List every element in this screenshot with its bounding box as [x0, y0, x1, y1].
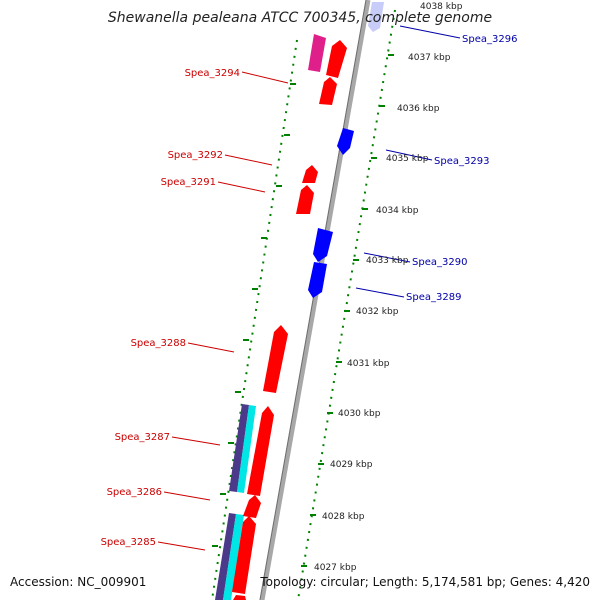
- gene-spea-3294-b[interactable]: [319, 77, 337, 105]
- outer-major-ticks: [301, 54, 394, 567]
- scale-label: 4035 kbp: [386, 154, 429, 164]
- forward-label-pointers: [157, 71, 289, 551]
- gene-spea-3288[interactable]: [263, 325, 288, 393]
- genome-backbone-shadow: [259, 0, 367, 601]
- gene-spea-3293[interactable]: [337, 128, 354, 155]
- feature-cyan-1: [237, 405, 256, 493]
- gene-label-spea-3292[interactable]: Spea_3292: [168, 150, 223, 161]
- scale-label: 4036 kbp: [397, 104, 440, 114]
- gene-spea-3294[interactable]: [326, 40, 347, 78]
- scale-label: 4030 kbp: [338, 409, 381, 419]
- scale-label: 4028 kbp: [322, 512, 365, 522]
- gene-label-spea-3294[interactable]: Spea_3294: [185, 68, 240, 79]
- accession-label: Accession: NC_009901: [10, 575, 147, 589]
- gene-label-spea-3288[interactable]: Spea_3288: [131, 338, 186, 349]
- gene-label-spea-3293[interactable]: Spea_3293: [434, 156, 489, 167]
- inner-dotted-ring: [211, 39, 298, 601]
- scale-label: 4027 kbp: [314, 563, 357, 573]
- gene-spea-3296[interactable]: [368, 2, 384, 32]
- scale-label: 4029 kbp: [330, 460, 373, 470]
- gene-label-spea-3289[interactable]: Spea_3289: [406, 292, 461, 303]
- gene-spea-3292[interactable]: [302, 165, 318, 183]
- scale-label: 4032 kbp: [356, 307, 399, 317]
- feature-cyan-2: [223, 514, 244, 600]
- inner-major-ticks: [212, 83, 296, 547]
- gene-spea-3290[interactable]: [313, 228, 333, 262]
- scale-label: 4038 kbp: [420, 2, 463, 12]
- gene-label-spea-3286[interactable]: Spea_3286: [107, 487, 162, 498]
- scale-label: 4037 kbp: [408, 53, 451, 63]
- gene-label-spea-3296[interactable]: Spea_3296: [462, 34, 517, 45]
- rna-gene-near-spea-3294[interactable]: [308, 34, 326, 72]
- gene-spea-3289[interactable]: [308, 262, 327, 298]
- feature-dark-2: [215, 513, 236, 600]
- genome-backbone: [259, 0, 371, 601]
- gene-label-spea-3291[interactable]: Spea_3291: [161, 177, 216, 188]
- gene-spea-3291[interactable]: [296, 185, 314, 214]
- genome-title: Shewanella pealeana ATCC 700345, complet…: [107, 10, 493, 26]
- scale-label: 4031 kbp: [347, 359, 390, 369]
- gene-next-partial[interactable]: [233, 595, 246, 600]
- gene-label-spea-3287[interactable]: Spea_3287: [115, 432, 170, 443]
- feature-dark-1: [229, 404, 249, 492]
- genome-summary: Topology: circular; Length: 5,174,581 bp…: [260, 575, 590, 589]
- scale-label: 4034 kbp: [376, 206, 419, 216]
- reverse-label-pointers: [355, 25, 461, 298]
- gene-spea-3286[interactable]: [243, 495, 261, 518]
- scale-label: 4033 kbp: [366, 256, 409, 266]
- gene-spea-3285[interactable]: [232, 516, 256, 594]
- gene-label-spea-3285[interactable]: Spea_3285: [101, 537, 156, 548]
- gene-label-spea-3290[interactable]: Spea_3290: [412, 257, 467, 268]
- gene-spea-3287[interactable]: [247, 406, 274, 496]
